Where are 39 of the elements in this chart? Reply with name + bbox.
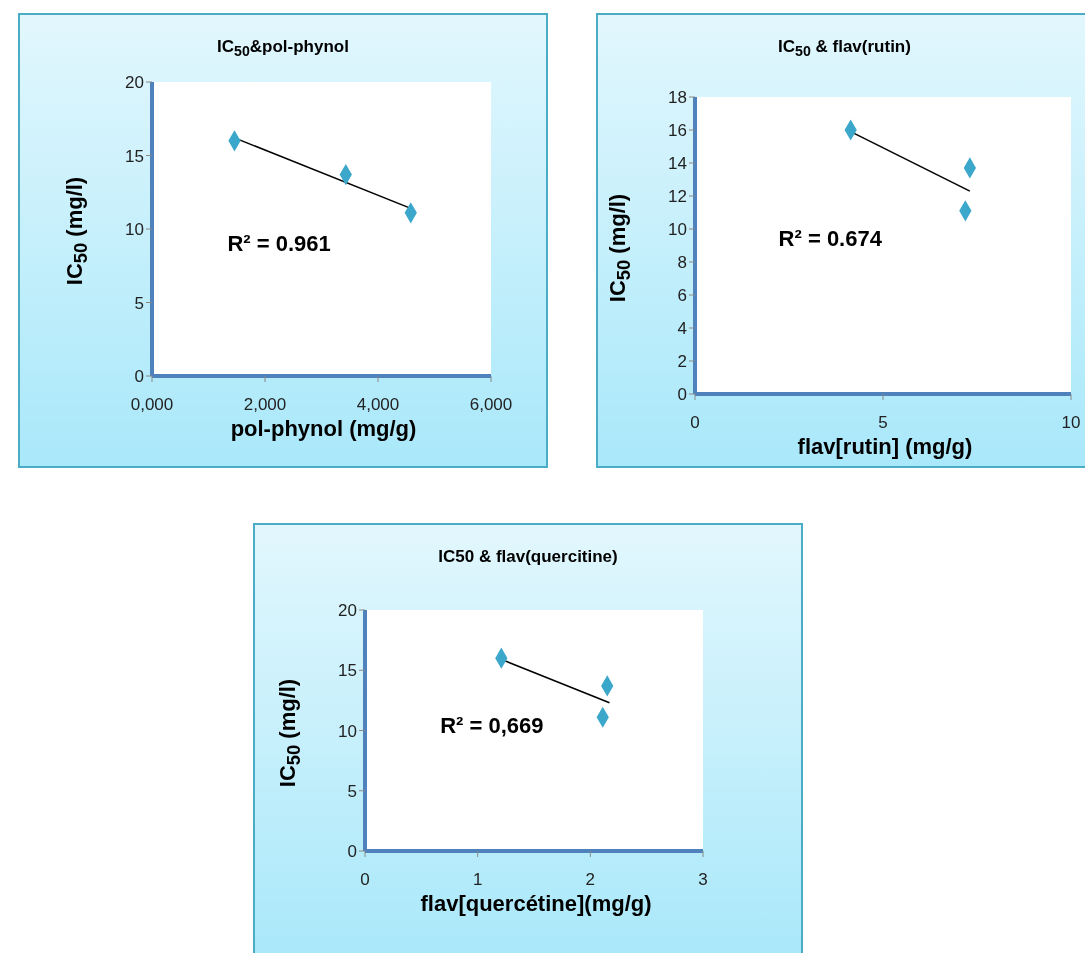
y-tick-label: 14 (668, 154, 687, 174)
y-tick-label: 8 (677, 253, 687, 273)
y-tick-label: 10 (338, 721, 357, 741)
y-tick-label: 5 (347, 781, 357, 801)
x-axis-title: flav[rutin] (mg/g) (796, 434, 974, 460)
x-tick-label: 1 (472, 870, 483, 890)
annotation: R² = 0,669 (440, 712, 544, 739)
y-tick-label: 0 (347, 842, 357, 862)
y-tick-label: 10 (668, 220, 687, 240)
y-tick-label: 6 (677, 286, 687, 306)
x-tick-label: 0,000 (130, 395, 174, 415)
x-tick-label: 0 (690, 413, 700, 433)
x-tick-label: 2,000 (243, 395, 287, 415)
y-tick-label: 10 (125, 220, 144, 240)
x-tick-label: 10 (1061, 413, 1081, 433)
y-tick-label: 15 (125, 146, 144, 166)
y-tick-label: 20 (338, 601, 357, 621)
x-axis-title: flav[quercétine](mg/g) (419, 891, 653, 917)
x-tick-label: 4,000 (356, 395, 400, 415)
x-axis-title: pol-phynol (mg/g) (229, 416, 418, 442)
y-tick-label: 0 (134, 367, 144, 387)
x-tick-label: 2 (585, 870, 596, 890)
annotation: R² = 0.674 (778, 226, 882, 253)
chart-title: IC50 & flav(quercitine) (437, 547, 619, 567)
chart-title: IC$_{50}$ & flav(rutin) (777, 37, 912, 60)
x-tick-label: 5 (878, 413, 888, 433)
annotation: R² = 0.961 (227, 231, 331, 257)
y-tick-label: 4 (677, 319, 687, 339)
x-tick-label: 3 (698, 870, 708, 890)
y-tick-label: 12 (668, 187, 687, 207)
y-tick-label: 18 (668, 88, 687, 108)
x-tick-label: 6,000 (469, 395, 513, 415)
chart-title: IC$_{50}$&pol-phynol (216, 37, 350, 60)
y-tick-label: 20 (125, 73, 144, 93)
y-tick-label: 2 (677, 352, 687, 372)
x-tick-label: 0 (360, 870, 370, 890)
y-tick-label: 15 (338, 661, 357, 681)
y-tick-label: 16 (668, 121, 687, 141)
y-tick-label: 5 (134, 293, 144, 313)
